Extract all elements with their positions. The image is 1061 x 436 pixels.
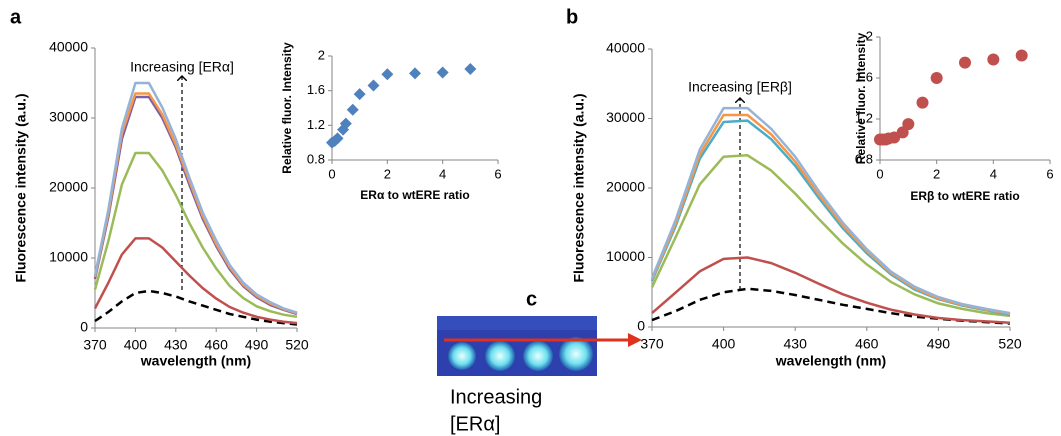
annotation: Increasing [ERβ] [688, 79, 792, 95]
caption: [ERα] [450, 413, 500, 435]
x-axis-title: wavelength (nm) [775, 353, 886, 369]
x-tick-label: 400 [124, 337, 148, 353]
point [381, 68, 394, 81]
y-tick-label: 1.2 [307, 117, 325, 132]
x-tick-label: 430 [784, 336, 808, 352]
x-tick-label: 460 [205, 337, 229, 353]
point [346, 103, 359, 116]
y-tick-label: 0.8 [855, 151, 873, 166]
point [331, 132, 344, 145]
red-arrow [444, 333, 642, 347]
x-tick-label: 520 [285, 337, 309, 353]
y-tick-label: 2 [318, 47, 325, 62]
line [93, 237, 298, 325]
x-axis-title: ERα to wtERE ratio [360, 188, 469, 202]
x-tick-label: 2 [933, 166, 940, 181]
line [651, 287, 1011, 325]
point [409, 67, 421, 80]
x-axis-title: ERβ to wtERE ratio [910, 189, 1019, 203]
point [987, 53, 1000, 66]
y-tick-label: 1.2 [855, 110, 873, 125]
line [650, 154, 1011, 318]
line [651, 256, 1011, 325]
point [353, 88, 366, 101]
panel-label: a [10, 6, 22, 28]
y-tick-label: 20000 [606, 179, 645, 195]
x-tick-label: 0 [328, 166, 335, 181]
line [93, 151, 298, 319]
y-tick-label: 10000 [606, 248, 645, 264]
x-tick-label: 460 [855, 336, 879, 352]
x-tick-label: 490 [927, 336, 951, 352]
y-axis-title: Fluorescence intensity (a.u.) [571, 93, 587, 282]
x-tick-label: 6 [1046, 166, 1053, 181]
x-tick-label: 6 [494, 166, 501, 181]
x-tick-label: 4 [439, 166, 446, 181]
point [339, 117, 352, 130]
x-tick-label: 430 [164, 337, 188, 353]
y-axis-title: Relative fluor. Intensity [280, 42, 294, 174]
x-tick-label: 0 [876, 166, 883, 181]
gel-image [437, 316, 597, 376]
x-axis-title: wavelength (nm) [140, 353, 251, 369]
annotation: Increasing [ERα] [130, 59, 234, 75]
y-tick-label: 20000 [49, 179, 88, 195]
y-tick-label: 40000 [606, 40, 645, 56]
y-axis-title: Relative fluor. Intensity [854, 32, 868, 164]
y-tick-label: 40000 [49, 39, 88, 55]
point [916, 96, 929, 109]
caption: Increasing [450, 386, 542, 408]
point [959, 56, 971, 69]
x-tick-label: 4 [990, 166, 997, 181]
line [93, 81, 298, 314]
point [436, 66, 449, 79]
point [337, 123, 350, 136]
x-tick-label: 370 [640, 336, 664, 352]
y-tick-label: 0 [80, 319, 88, 335]
y-axis-title: Fluorescence intensity (a.u.) [13, 93, 29, 282]
panel-label: c [526, 288, 537, 310]
y-tick-label: 1.6 [855, 69, 873, 84]
y-tick-label: 30000 [49, 109, 88, 125]
x-tick-label: 490 [245, 337, 269, 353]
line [650, 106, 1011, 315]
panel-label: b [566, 6, 578, 28]
x-tick-label: 370 [83, 337, 107, 353]
y-tick-label: 30000 [606, 109, 645, 125]
x-tick-label: 400 [712, 336, 736, 352]
line [650, 119, 1011, 316]
point [464, 63, 477, 75]
point [930, 72, 943, 84]
x-tick-label: 520 [998, 336, 1022, 352]
y-tick-label: 2 [866, 28, 873, 43]
point [1015, 49, 1028, 62]
point [367, 79, 380, 92]
y-tick-label: 1.6 [307, 82, 325, 97]
y-tick-label: 0 [637, 318, 645, 334]
x-tick-label: 2 [384, 166, 391, 181]
y-tick-label: 0.8 [307, 151, 325, 166]
y-tick-label: 10000 [49, 249, 88, 265]
line [94, 289, 298, 326]
point [902, 118, 915, 131]
